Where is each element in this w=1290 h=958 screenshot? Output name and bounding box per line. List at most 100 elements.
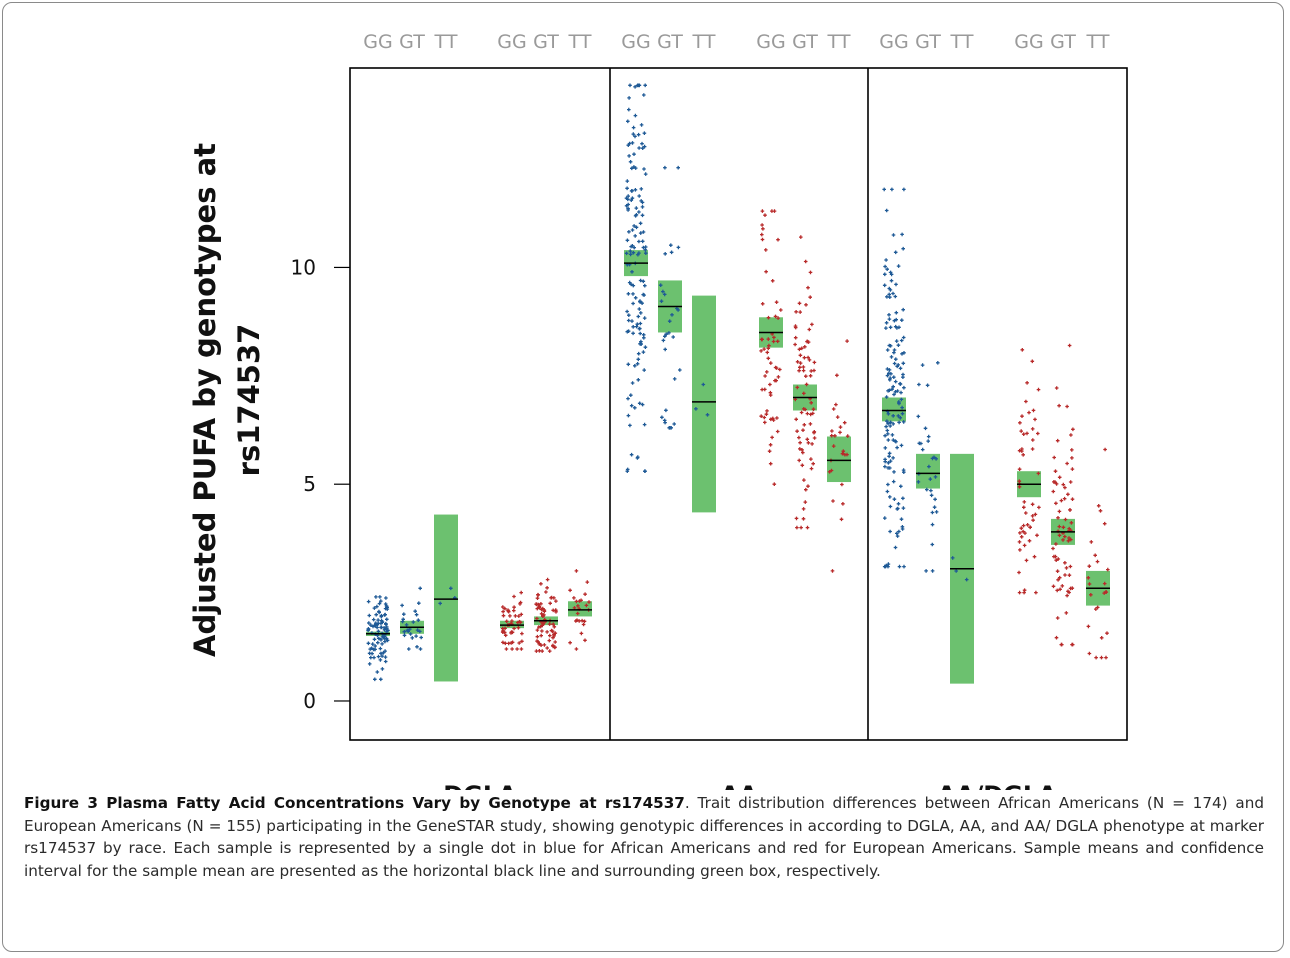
data-point: [627, 230, 631, 234]
data-point: [512, 594, 516, 599]
data-point: [900, 352, 904, 356]
data-point: [1060, 584, 1065, 588]
data-point: [772, 209, 777, 213]
data-point: [807, 327, 812, 332]
data-point: [1021, 523, 1026, 528]
data-point: [641, 279, 646, 284]
data-point: [803, 500, 808, 504]
data-point: [417, 601, 421, 605]
data-point: [1067, 343, 1072, 348]
data-point: [795, 429, 799, 433]
data-point: [899, 443, 904, 448]
data-point: [925, 487, 929, 492]
data-point: [415, 628, 420, 632]
data-point: [516, 620, 520, 625]
ci-box: [882, 397, 906, 422]
data-point: [540, 629, 544, 633]
data-point: [633, 134, 637, 139]
chart: GG GT TT GG GT TT GG GT TT GG GT TT GG GT TT GG GT TT 0 5 1…: [188, 31, 1128, 790]
data-point: [503, 633, 508, 638]
data-point: [1052, 480, 1056, 484]
data-point: [625, 467, 630, 472]
data-point: [630, 228, 635, 232]
data-point: [888, 420, 893, 425]
data-point: [1058, 587, 1062, 592]
data-point: [1061, 525, 1066, 530]
data-point: [535, 606, 540, 611]
data-point: [631, 301, 635, 306]
data-point: [705, 413, 710, 417]
data-point: [641, 350, 646, 354]
data-point: [637, 239, 641, 244]
data-point: [385, 638, 390, 643]
data-point: [1019, 526, 1024, 530]
data-point: [518, 602, 522, 606]
data-point: [759, 349, 763, 353]
data-point: [1068, 508, 1072, 512]
data-point: [882, 283, 887, 288]
data-point: [1054, 501, 1058, 506]
data-point: [802, 355, 807, 360]
data-point: [631, 292, 635, 296]
data-point: [1060, 642, 1064, 647]
data-point: [1017, 540, 1022, 544]
data-point: [520, 639, 524, 644]
data-point: [771, 339, 776, 344]
data-point: [801, 365, 806, 369]
data-point: [637, 146, 641, 150]
data-point: [676, 165, 680, 170]
data-point: [629, 403, 634, 408]
data-point: [900, 525, 905, 529]
data-point: [1095, 605, 1100, 610]
data-point: [583, 638, 587, 643]
data-point: [886, 432, 890, 436]
data-point: [771, 418, 776, 422]
genotype-label: TT: [1086, 31, 1110, 53]
data-point: [1030, 427, 1035, 431]
data-point: [891, 422, 895, 426]
data-point: [379, 599, 383, 603]
data-point: [776, 237, 780, 242]
data-point: [635, 83, 640, 88]
genotype-label: GG: [621, 31, 650, 53]
data-point: [775, 416, 779, 420]
data-point: [641, 230, 646, 234]
data-point: [383, 602, 388, 606]
data-point: [800, 448, 804, 452]
genotype-label: GG: [756, 31, 785, 53]
data-point: [929, 493, 934, 498]
data-point: [810, 442, 814, 446]
data-point: [643, 83, 647, 88]
data-point: [663, 347, 667, 352]
data-point: [930, 522, 935, 527]
panel-label: AA: [720, 781, 758, 790]
data-point: [769, 417, 773, 422]
genotype-label: TT: [950, 31, 974, 53]
data-point: [884, 563, 889, 568]
data-point: [503, 626, 507, 631]
data-point: [369, 623, 373, 627]
data-point: [898, 381, 902, 386]
data-point: [1033, 417, 1037, 422]
data-point: [638, 342, 642, 346]
data-point: [513, 614, 518, 618]
data-point: [803, 345, 807, 349]
data-point: [920, 447, 925, 452]
data-point: [794, 516, 799, 521]
data-point: [1036, 471, 1041, 476]
data-point: [1056, 578, 1060, 582]
data-point: [901, 468, 906, 472]
data-point: [1063, 485, 1067, 490]
data-point: [1057, 575, 1062, 580]
data-point: [581, 622, 586, 627]
data-point: [536, 640, 540, 644]
data-point: [547, 622, 552, 626]
data-point: [627, 313, 631, 317]
data-point: [1032, 554, 1037, 559]
data-point: [575, 618, 579, 622]
data-point: [635, 322, 640, 326]
data-point: [537, 625, 541, 629]
data-point: [954, 569, 958, 573]
data-point: [552, 596, 556, 600]
data-point: [503, 606, 507, 611]
